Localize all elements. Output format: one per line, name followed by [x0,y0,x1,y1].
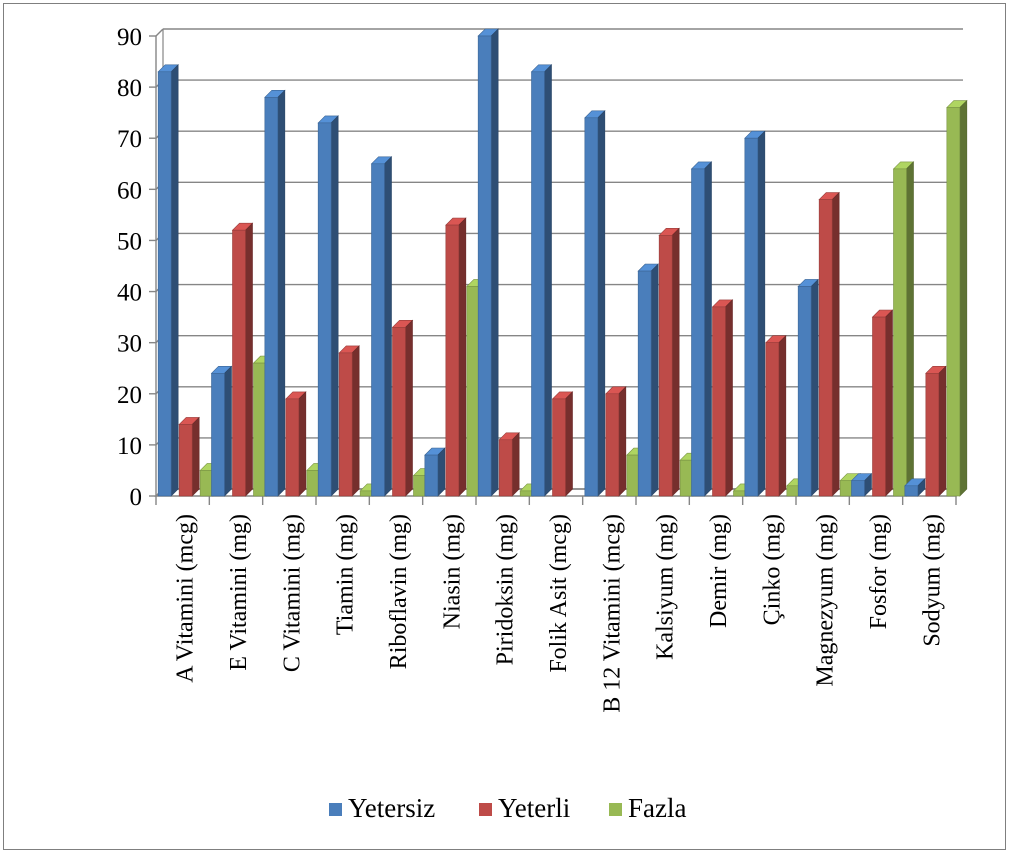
x-category-label: Çinko (mg) [759,514,785,625]
bar [637,263,659,497]
gridline [155,28,963,37]
bar [925,365,947,497]
legend-label: Fazla [628,793,686,823]
x-category-label: Sodyum (mg) [919,514,945,647]
bar [530,64,553,497]
bar [744,130,766,497]
y-tick-label: 10 [117,433,142,460]
x-category-label: Folik Asit (mcg) [546,514,572,673]
bar [285,391,307,497]
x-category-label: Magnezyum (mg) [813,514,839,687]
bar [765,334,787,497]
bar [424,447,446,497]
bar [498,432,520,497]
bar [157,64,179,497]
chart-frame: 0 10 20 30 40 50 60 70 80 90 A Vitamini (mcg) E Vi… [3,3,1006,850]
y-tick-label: 70 [117,126,142,153]
x-category-label: Fosfor (mg) [866,514,892,629]
legend-swatch [479,803,492,816]
bar [210,365,233,497]
bar [445,217,467,497]
x-category-label: Tiamin (mg) [333,514,359,635]
y-tick-label: 80 [117,75,142,102]
y-tick-label: 30 [117,331,142,358]
bar [797,278,819,497]
bar [317,115,339,497]
bar [178,416,200,497]
y-tick-label: 0 [130,484,143,511]
bar [871,309,894,497]
x-category-labels: A Vitamini (mcg) E Vitamini (mg) C Vitamin… [173,514,946,713]
bar [904,478,926,497]
bar [850,472,873,497]
bars [157,28,968,497]
legend-label: Yetersiz [348,793,435,823]
x-category-label: Kalsiyum (mg) [653,514,679,660]
legend-swatch [609,803,622,816]
bar [551,391,574,497]
bar [946,99,968,497]
x-category-label: A Vitamini (mcg) [173,514,199,683]
bar [711,299,734,497]
bar [892,161,915,497]
y-tick-label: 40 [117,280,142,307]
legend-item: Fazla [609,793,686,823]
legend-label: Yeterli [498,793,570,823]
bar [690,161,713,497]
x-category-label: Niasin (mg) [439,514,465,629]
bar [477,28,499,497]
y-tick-label: 90 [117,24,142,51]
legend-swatch [329,803,342,816]
bar [658,227,680,497]
bar-chart: 0 10 20 30 40 50 60 70 80 90 A Vitamini (mcg) E Vi… [117,24,968,823]
legend: Yetersiz Yeterli Fazla [329,793,686,823]
legend-item: Yeterli [479,793,570,823]
y-tick-label: 60 [117,177,142,204]
bar [584,110,606,497]
x-category-label: B 12 Vitamini (mcg) [599,514,625,713]
x-category-label: Piridoksin (mg) [493,514,519,665]
x-category-label: Demir (mg) [706,514,732,628]
bar [605,386,627,497]
bar [391,319,414,497]
bar [818,191,840,497]
bar [231,222,254,497]
bar [370,156,393,497]
gridline [155,79,963,88]
x-category-label: Riboflavin (mg) [386,514,412,669]
bar [338,345,360,497]
y-tick-label: 50 [117,228,142,255]
y-tick-labels: 0 10 20 30 40 50 60 70 80 90 [117,24,142,511]
x-category-label: E Vitamini (mg) [226,514,252,671]
bar [264,89,286,497]
legend-item: Yetersiz [329,793,435,823]
x-category-label: C Vitamini (mg) [279,514,305,672]
y-tick-label: 20 [117,382,142,409]
